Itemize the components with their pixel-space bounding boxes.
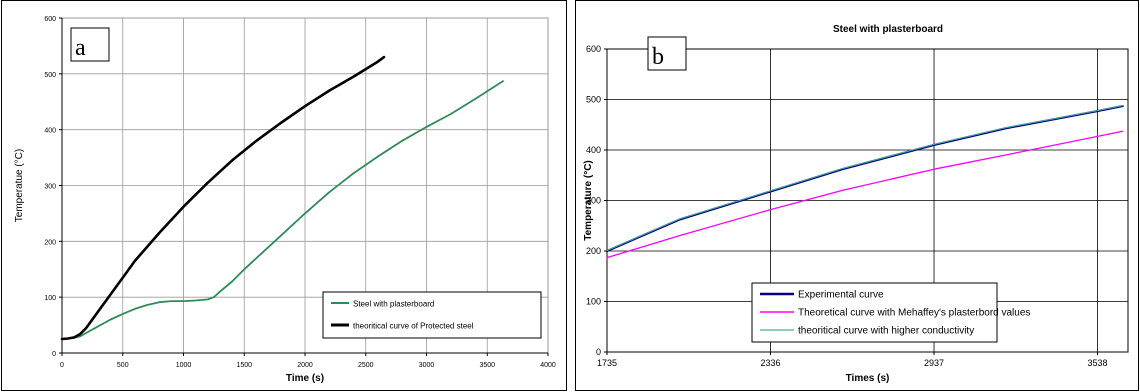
y-tick-label: 500 bbox=[44, 72, 56, 79]
y-tick-label: 500 bbox=[586, 95, 601, 105]
chart-title: Steel with plasterboard bbox=[833, 24, 943, 35]
y-axis-label: Temperature (°C) bbox=[583, 160, 594, 241]
legend-label-2: Theoretical curve with Mehaffey's plaste… bbox=[798, 308, 1030, 319]
chart-a-svg: 0 100 200 300 400 500 600 0 500 1000 1500 2000 2500 3… bbox=[2, 1, 568, 392]
legend-label-3: theoritical curve with higher conductivi… bbox=[798, 326, 974, 337]
x-tick-label: 3500 bbox=[479, 362, 495, 369]
y-tick-label: 400 bbox=[44, 128, 56, 135]
x-tick-label: 2336 bbox=[760, 358, 780, 368]
y-tick-label: 0 bbox=[596, 347, 601, 357]
y-tick-label: 100 bbox=[44, 295, 56, 302]
x-tick-label: 500 bbox=[117, 362, 129, 369]
chart-panel-b: 0 100 200 300 400 500 600 1735 2336 2937 3538 Times… bbox=[575, 0, 1139, 391]
chart-panel-a: 0 100 200 300 400 500 600 0 500 1000 1500 2000 2500 3… bbox=[1, 0, 567, 391]
legend-label-1: Steel with plasterboard bbox=[353, 300, 434, 309]
x-axis-label: Times (s) bbox=[846, 373, 890, 384]
y-tick-label: 200 bbox=[586, 246, 601, 256]
x-tick-label: 3000 bbox=[419, 362, 435, 369]
panel-label: a bbox=[75, 35, 86, 61]
x-tick-label: 2937 bbox=[924, 358, 944, 368]
legend-label-1: Experimental curve bbox=[798, 290, 884, 301]
x-tick-label: 2000 bbox=[297, 362, 313, 369]
panel-label: b bbox=[652, 44, 664, 70]
legend-label-2: theoritical curve of Protected steel bbox=[353, 322, 474, 331]
x-tick-label: 0 bbox=[60, 362, 64, 369]
x-tick-label: 3538 bbox=[1088, 358, 1108, 368]
y-tick-label: 200 bbox=[44, 239, 56, 246]
y-axis-label: Temperatue (°C) bbox=[14, 149, 25, 222]
y-tick-label: 0 bbox=[52, 351, 56, 358]
y-tick-label: 100 bbox=[586, 297, 601, 307]
x-tick-label: 4000 bbox=[540, 362, 556, 369]
x-tick-label: 2500 bbox=[358, 362, 374, 369]
y-tick-label: 600 bbox=[44, 16, 56, 23]
x-tick-label: 1000 bbox=[176, 362, 192, 369]
x-axis-label: Time (s) bbox=[286, 373, 324, 384]
y-tick-label: 600 bbox=[586, 44, 601, 54]
y-tick-label: 300 bbox=[44, 184, 56, 191]
x-tick-label: 1500 bbox=[236, 362, 252, 369]
y-tick-label: 400 bbox=[586, 145, 601, 155]
x-tick-label: 1735 bbox=[597, 358, 617, 368]
